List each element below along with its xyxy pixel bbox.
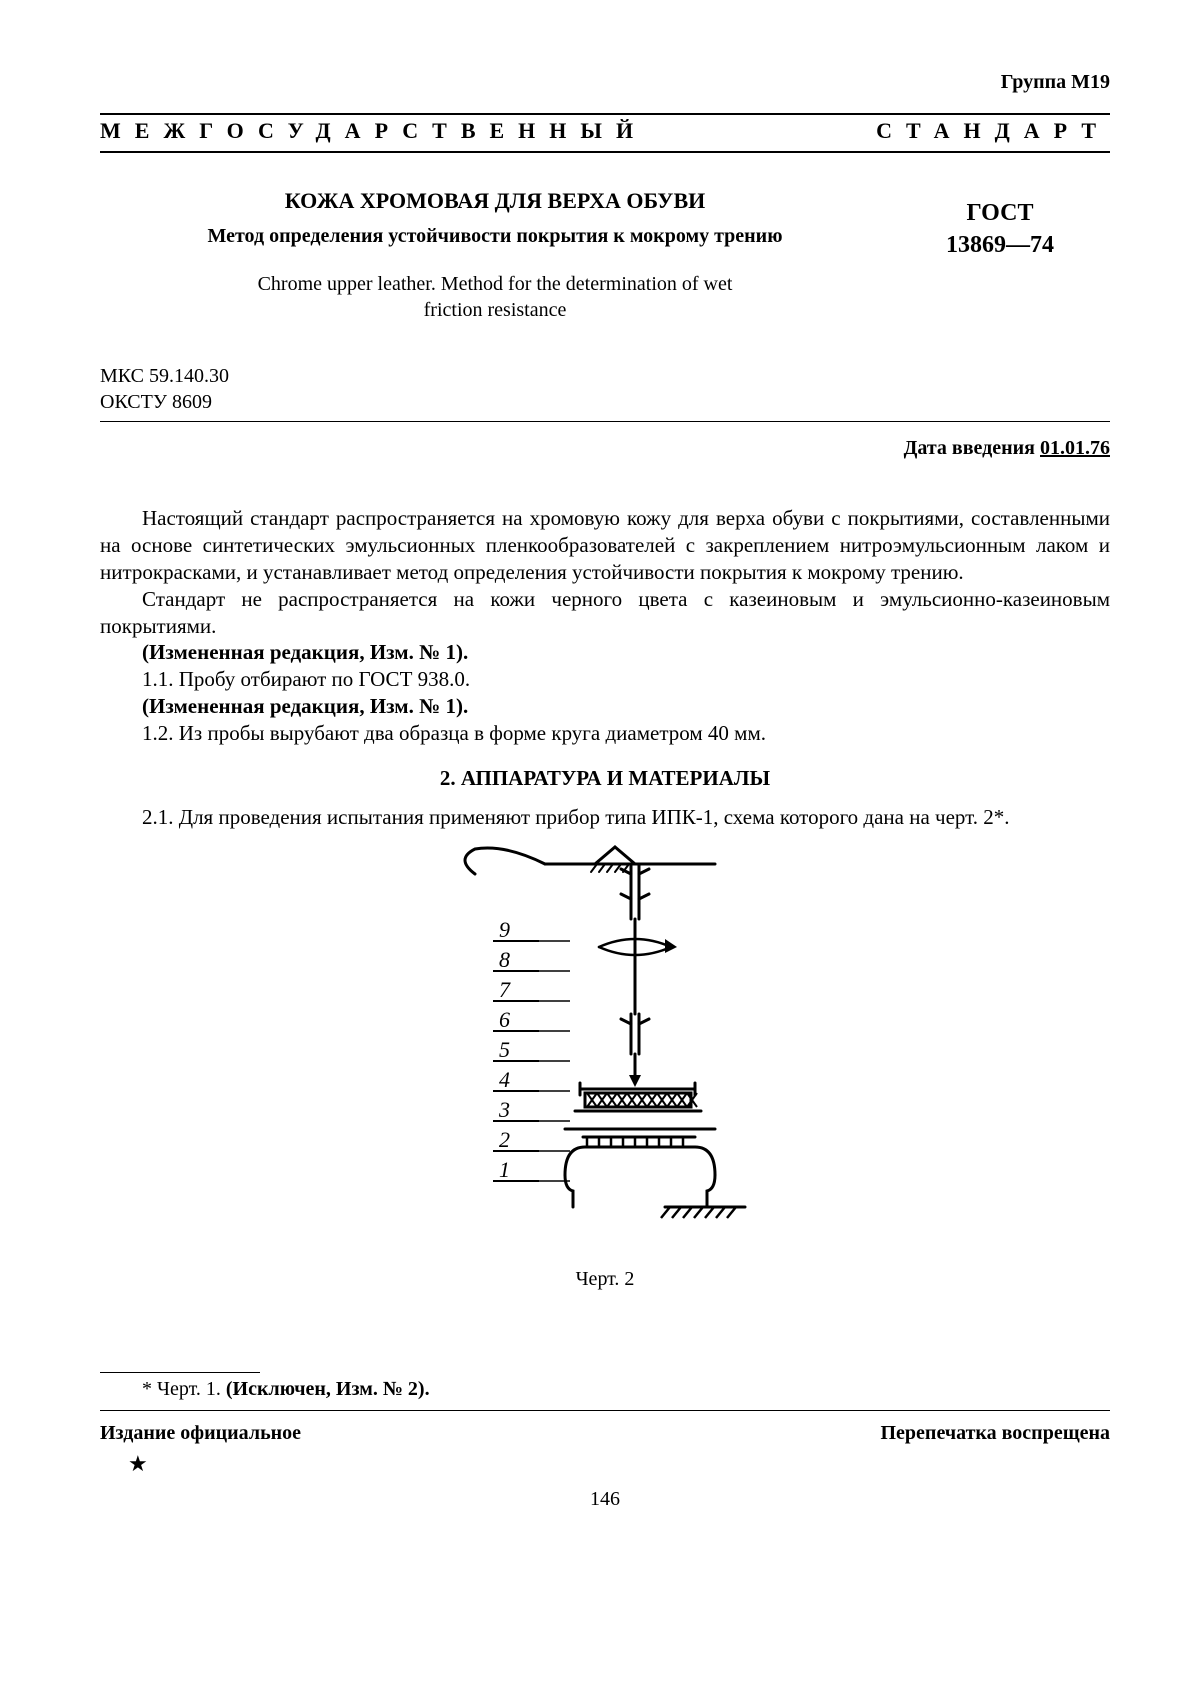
head-block: КОЖА ХРОМОВАЯ ДЛЯ ВЕРХА ОБУВИ Метод опре… [100,187,1110,324]
para-7: 2.1. Для проведения испытания применяют … [100,804,1110,831]
svg-text:9: 9 [499,917,510,942]
intro-date-value: 01.01.76 [1040,437,1110,459]
title-en-line1: Chrome upper leather. Method for the det… [100,271,890,297]
title-sub: Метод определения устойчивости покрытия … [100,224,890,249]
diagram: 9 8 7 6 5 4 3 2 1 Черт. 2 [415,839,795,1292]
banner-right: СТАНДАРТ [876,117,1110,145]
code-okstu: ОКСТУ 8609 [100,389,1110,415]
para-2: Стандарт не распространяется на кожи чер… [100,586,1110,640]
intro-date-label: Дата введения [904,437,1040,459]
title-main: КОЖА ХРОМОВАЯ ДЛЯ ВЕРХА ОБУВИ [100,187,890,215]
head-left: КОЖА ХРОМОВАЯ ДЛЯ ВЕРХА ОБУВИ Метод опре… [100,187,890,324]
gost-label: ГОСТ [890,197,1110,229]
svg-text:5: 5 [499,1037,510,1062]
svg-text:8: 8 [499,947,510,972]
svg-text:2: 2 [499,1127,510,1152]
bottom-left: Издание официальное [100,1421,301,1446]
para-5: (Измененная редакция, Изм. № 1). [100,693,1110,720]
rule-bottom [100,1410,1110,1411]
footnote: * Черт. 1. (Исключен, Изм. № 2). [100,1377,1110,1402]
page: Группа М19 МЕЖГОСУДАРСТВЕННЫЙ СТАНДАРТ К… [0,0,1200,1697]
title-en-line2: friction resistance [100,297,890,323]
rule-under-codes [100,421,1110,422]
svg-text:7: 7 [499,977,511,1002]
codes: МКС 59.140.30 ОКСТУ 8609 [100,363,1110,415]
svg-text:6: 6 [499,1007,510,1032]
svg-text:3: 3 [498,1097,510,1122]
gost-number: 13869—74 [890,229,1110,261]
page-number: 146 [100,1487,1110,1512]
body-text: Настоящий стандарт распространяется на х… [100,505,1110,831]
intro-date: Дата введения 01.01.76 [100,436,1110,461]
diagram-svg: 9 8 7 6 5 4 3 2 1 [415,839,795,1239]
star-icon: ★ [128,1450,1110,1478]
rule-under-banner [100,151,1110,153]
footnote-bold: (Исключен, Изм. № 2). [226,1378,430,1400]
banner-left: МЕЖГОСУДАРСТВЕННЫЙ [100,117,647,145]
footnote-separator [100,1372,260,1373]
svg-text:1: 1 [499,1157,510,1182]
code-mks: МКС 59.140.30 [100,363,1110,389]
svg-text:4: 4 [499,1067,510,1092]
para-1: Настоящий стандарт распространяется на х… [100,505,1110,586]
bottom-row: Издание официальное Перепечатка воспреще… [100,1421,1110,1446]
banner: МЕЖГОСУДАРСТВЕННЫЙ СТАНДАРТ [100,115,1110,151]
diagram-caption: Черт. 2 [415,1267,795,1292]
head-right: ГОСТ 13869—74 [890,187,1110,324]
group-label: Группа М19 [100,70,1110,95]
para-6: 1.2. Из пробы вырубают два образца в фор… [100,720,1110,747]
bottom-right: Перепечатка воспрещена [881,1421,1111,1446]
section-2-heading: 2. АППАРАТУРА И МАТЕРИАЛЫ [100,765,1110,792]
para-3: (Измененная редакция, Изм. № 1). [100,639,1110,666]
para-4: 1.1. Пробу отбирают по ГОСТ 938.0. [100,666,1110,693]
footnote-text: * Черт. 1. [142,1378,226,1400]
